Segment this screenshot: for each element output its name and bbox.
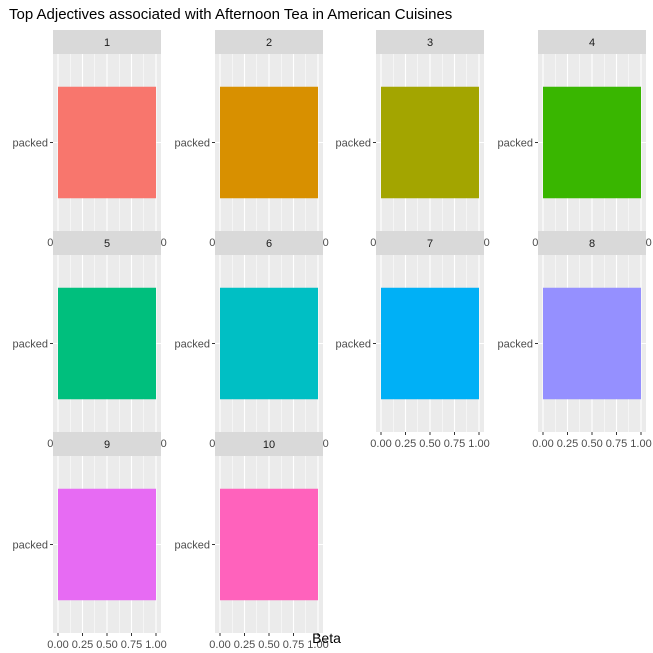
facet-strip <box>376 231 484 255</box>
facet-strip-label: 8 <box>589 238 595 250</box>
y-tick-label: packed <box>13 138 48 150</box>
y-tick-label: packed <box>175 138 210 150</box>
x-tick-label: 0.75 <box>283 639 304 651</box>
x-tick-label: 0.50 <box>258 639 279 651</box>
facet-strip-label: 1 <box>104 37 110 49</box>
x-tick-label: 0.50 <box>581 438 602 450</box>
facet-panel-9: 9 packed 0.00 0.25 0.50 0.75 1.00 <box>13 432 167 651</box>
x-tick-label: 0.25 <box>234 639 255 651</box>
facet-strip-label: 6 <box>266 238 272 250</box>
x-tick-label: 0.00 <box>532 438 553 450</box>
x-tick-label: 1.00 <box>630 438 651 450</box>
facet-strip <box>376 30 484 54</box>
y-tick-label: packed <box>13 339 48 351</box>
facet-panel-10: 10 packed 0.00 0.25 0.50 0.75 1.00 <box>175 432 329 651</box>
x-tick-label: 0.75 <box>444 438 465 450</box>
y-tick-label: packed <box>175 339 210 351</box>
x-tick-label: 0.50 <box>96 639 117 651</box>
facet-strip <box>215 30 323 54</box>
facet-panel-3: 3packed0.000.250.500.751.00 <box>336 30 490 249</box>
x-tick-label: 0.25 <box>395 438 416 450</box>
bar-packed <box>543 287 641 400</box>
facet-panel-8: 8 packed 0.00 0.25 0.50 0.75 1.00 <box>498 231 652 450</box>
facet-strip <box>215 432 323 456</box>
facet-strip <box>538 231 646 255</box>
y-tick-label: packed <box>498 339 533 351</box>
facet-strip-label: 7 <box>427 238 433 250</box>
y-tick-label: packed <box>175 540 210 552</box>
facet-panel-5: 5packed0.000.250.500.751.00 <box>13 231 167 450</box>
chart-title: Top Adjectives associated with Afternoon… <box>9 6 453 23</box>
bar-packed <box>220 86 318 199</box>
y-tick-label: packed <box>498 138 533 150</box>
y-tick-label: packed <box>13 540 48 552</box>
bar-packed <box>58 287 156 400</box>
bar-packed <box>220 488 318 601</box>
facet-strip-label: 10 <box>263 439 275 451</box>
x-tick-label: 0.00 <box>370 438 391 450</box>
x-tick-label: 1.00 <box>145 639 166 651</box>
x-tick-label: 0.25 <box>557 438 578 450</box>
x-tick-label: 1.00 <box>307 639 328 651</box>
facet-panel-2: 2packed0.000.250.500.751.00 <box>175 30 329 249</box>
x-tick-label: 0.00 <box>209 639 230 651</box>
facet-strip-label: 5 <box>104 238 110 250</box>
bar-packed <box>543 86 641 199</box>
facet-strip <box>215 231 323 255</box>
y-tick-label: packed <box>336 339 371 351</box>
x-tick-label: 0.50 <box>419 438 440 450</box>
facet-panel-6: 6packed0.000.250.500.751.00 <box>175 231 329 450</box>
bar-packed <box>58 488 156 601</box>
x-tick-label: 0.75 <box>606 438 627 450</box>
facet-strip <box>53 30 161 54</box>
x-tick-label: 0.25 <box>72 639 93 651</box>
facet-strip <box>538 30 646 54</box>
bar-packed <box>381 86 479 199</box>
x-tick-label: 0.00 <box>47 639 68 651</box>
bar-packed <box>58 86 156 199</box>
facet-strip-label: 9 <box>104 439 110 451</box>
facet-panel-7: 7 packed 0.00 0.25 0.50 0.75 1.00 <box>336 231 490 450</box>
bar-packed <box>220 287 318 400</box>
facet-panel-1: 1packed0.000.250.500.751.00 <box>13 30 167 249</box>
facet-panel-4: 4packed0.000.250.500.751.00 <box>498 30 652 249</box>
x-tick-label: 1.00 <box>468 438 489 450</box>
facet-strip-label: 3 <box>427 37 433 49</box>
x-tick-label: 0.75 <box>121 639 142 651</box>
facet-strip-label: 2 <box>266 37 272 49</box>
facet-strip <box>53 231 161 255</box>
x-axis-label: Beta <box>312 630 341 646</box>
facet-strip <box>53 432 161 456</box>
y-tick-label: packed <box>336 138 371 150</box>
bar-packed <box>381 287 479 400</box>
facet-strip-label: 4 <box>589 37 595 49</box>
